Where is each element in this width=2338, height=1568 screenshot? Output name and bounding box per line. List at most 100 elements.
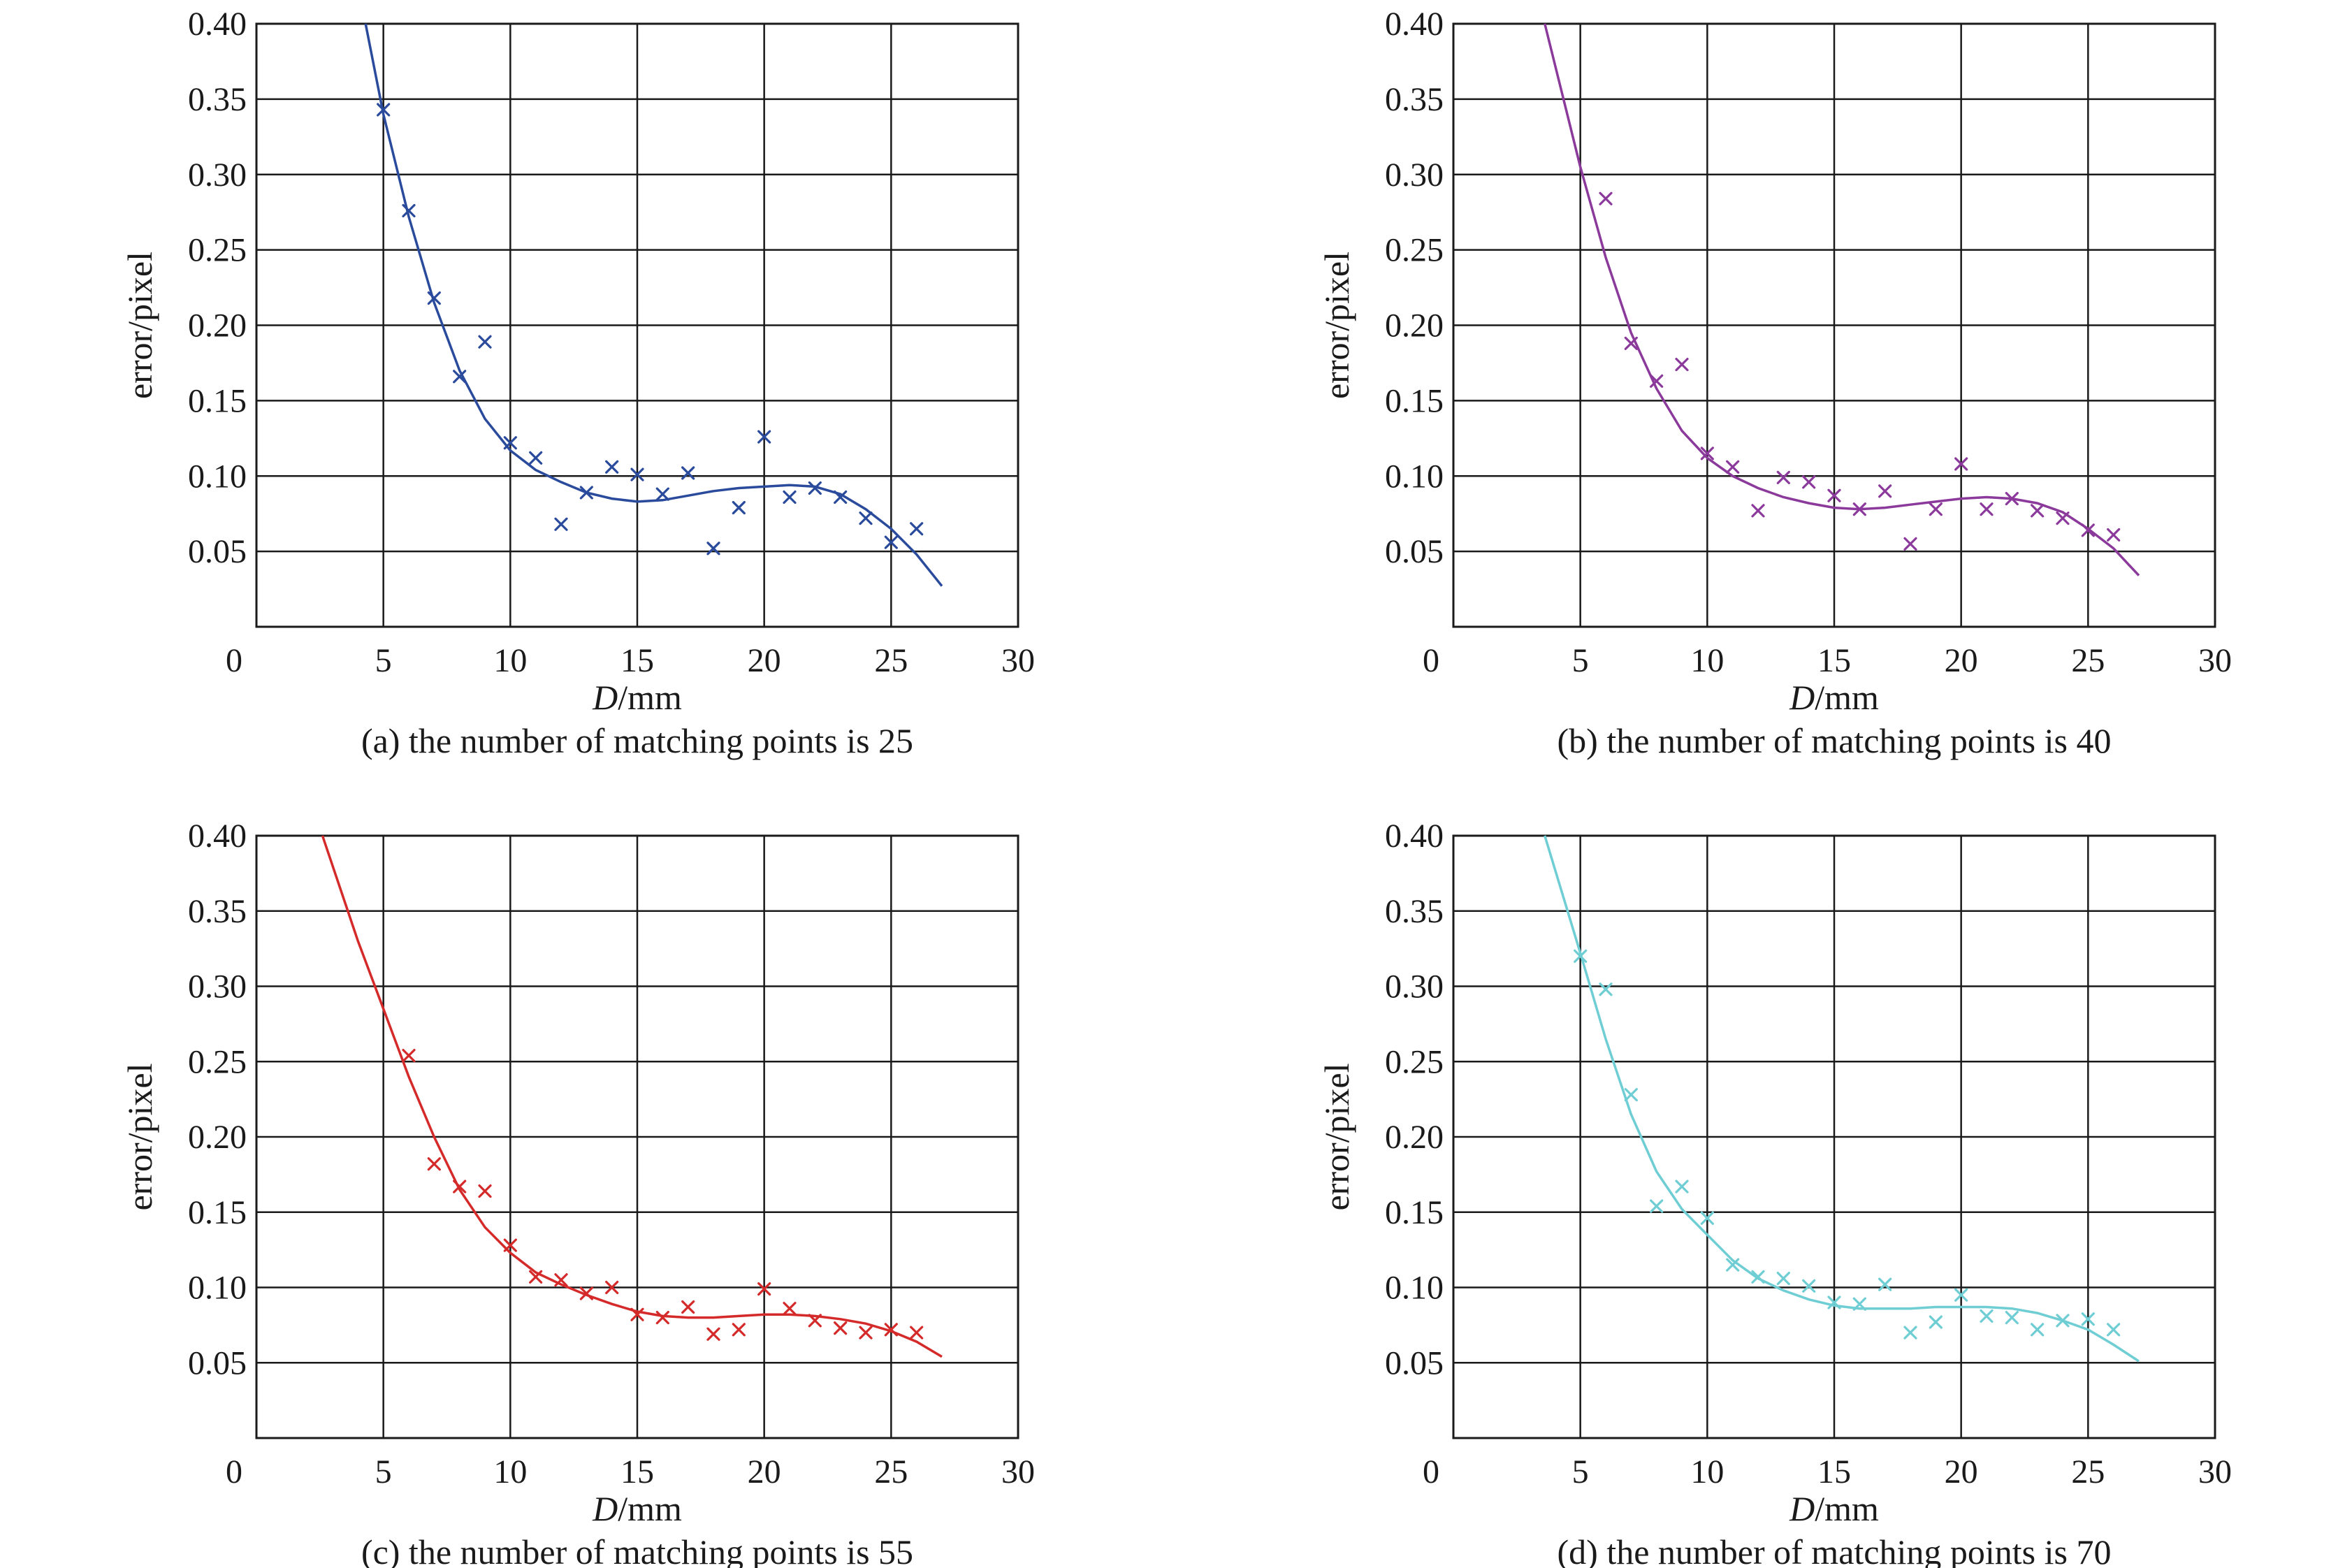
marker-stroke (1776, 470, 1790, 485)
marker-stroke (1624, 336, 1638, 350)
data-point-marker (377, 103, 391, 117)
x-tick-label: 25 (2071, 1453, 2105, 1490)
marker-stroke (1751, 504, 1765, 518)
x-axis-label: D/mm (1789, 678, 1879, 717)
data-point-marker (910, 1326, 924, 1340)
data-point-marker (859, 511, 873, 525)
marker-stroke (554, 1273, 568, 1287)
data-point-marker (808, 481, 822, 495)
fit-curve (321, 835, 943, 1358)
x-axis-label-symbol: D (1789, 1489, 1815, 1528)
x-tick-label: 15 (1817, 1453, 1851, 1490)
marker-stroke (1599, 191, 1613, 205)
data-point-marker (2107, 1323, 2121, 1337)
marker-stroke (910, 1326, 924, 1340)
x-tick-label: 5 (375, 1453, 392, 1490)
panel-caption: (b) the number of matching points is 40 (1558, 721, 2112, 760)
plot-frame (255, 834, 1019, 1439)
marker-stroke (1675, 357, 1689, 372)
data-point-marker (681, 1300, 695, 1314)
marker-stroke (402, 203, 416, 218)
marker-stroke (1650, 374, 1664, 388)
x-tick-label: 0 (1423, 1453, 1439, 1490)
data-point-marker (655, 1310, 669, 1325)
marker-stroke (377, 103, 391, 117)
plot-frame (1452, 22, 2216, 628)
x-tick-label: 25 (2071, 642, 2105, 679)
data-point-marker (630, 467, 644, 481)
chart-panel-4: 0.05 0.10 0.15 0.20 0.25 0.30 0.35 0.40 0 5 10 15 20… (1317, 818, 2232, 1568)
marker-stroke (630, 467, 644, 481)
data-point-marker (2031, 1323, 2045, 1337)
y-tick-label: 0.20 (188, 307, 247, 344)
data-point-marker (2031, 504, 2045, 518)
data-point-marker (1827, 1295, 1841, 1309)
x-tick-label: 30 (2198, 1453, 2232, 1490)
data-point-marker (1726, 1258, 1740, 1272)
y-tick-label: 0.25 (188, 232, 247, 269)
data-point-marker (1675, 1179, 1689, 1193)
plot-frame (1452, 834, 2216, 1439)
marker-stroke (605, 1280, 619, 1295)
data-point-marker (478, 335, 492, 349)
y-tick-label: 0.05 (1385, 1344, 1444, 1381)
marker-stroke (1802, 1279, 1816, 1293)
x-tick-label: 15 (620, 642, 654, 679)
y-tick-label: 0.25 (188, 1043, 247, 1080)
marker-stroke (783, 490, 797, 504)
data-point-marker (478, 1184, 492, 1198)
marker-stroke (1700, 447, 1714, 460)
y-tick-label: 0.35 (188, 893, 247, 930)
y-tick-label: 0.05 (1385, 533, 1444, 570)
data-point-marker (706, 542, 720, 556)
data-point-marker (529, 451, 543, 465)
marker-stroke (453, 370, 467, 384)
y-tick-label: 0.15 (188, 382, 247, 419)
x-tick-label: 0 (226, 1453, 242, 1490)
data-point-marker (1650, 374, 1664, 388)
marker-stroke (503, 436, 517, 450)
data-point-marker (884, 535, 898, 549)
data-point-marker (1675, 357, 1689, 372)
x-tick-label: 20 (748, 1453, 781, 1490)
marker-stroke (1929, 1315, 1943, 1329)
marker-stroke (579, 1286, 593, 1300)
x-tick-label: 20 (748, 642, 781, 679)
marker-stroke (1726, 460, 1740, 474)
data-point-marker (630, 1307, 644, 1321)
marker-stroke (2107, 1323, 2121, 1337)
data-point-marker (732, 1323, 746, 1337)
marker-stroke (808, 1314, 822, 1328)
data-point-marker (453, 1179, 467, 1193)
data-point-marker (1751, 1270, 1765, 1284)
marker-stroke (503, 1238, 517, 1252)
data-point-marker (1700, 1211, 1714, 1225)
data-point-marker (1852, 1297, 1866, 1311)
y-tick-label: 0.20 (1385, 1119, 1444, 1156)
marker-stroke (1574, 949, 1588, 964)
x-axis-label-unit: /mm (1815, 678, 1879, 717)
fit-curve (1544, 835, 2140, 1363)
x-tick-label: 10 (1690, 642, 1724, 679)
data-point-marker (2005, 1310, 2019, 1325)
x-tick-label: 0 (1423, 642, 1439, 679)
marker-stroke (910, 522, 924, 536)
y-tick-label: 0.35 (188, 81, 247, 118)
data-point-marker (808, 1314, 822, 1328)
y-tick-label: 0.10 (188, 458, 247, 495)
data-point-marker (834, 1321, 848, 1335)
marker-stroke (605, 460, 619, 474)
marker-stroke (1650, 1199, 1664, 1213)
y-tick-label: 0.35 (1385, 81, 1444, 118)
marker-stroke (757, 430, 771, 444)
panel-caption: (c) the number of matching points is 55 (361, 1532, 913, 1568)
data-point-marker (1954, 1288, 1968, 1302)
data-point-marker (503, 436, 517, 450)
y-tick-label: 0.15 (188, 1194, 247, 1231)
x-axis-label: D/mm (1789, 1489, 1879, 1528)
data-point-marker (1903, 537, 1917, 551)
y-tick-label: 0.10 (188, 1270, 247, 1307)
y-axis-label: error/pixel (1317, 252, 1356, 399)
marker-stroke (529, 451, 543, 465)
marker-stroke (1827, 488, 1841, 502)
